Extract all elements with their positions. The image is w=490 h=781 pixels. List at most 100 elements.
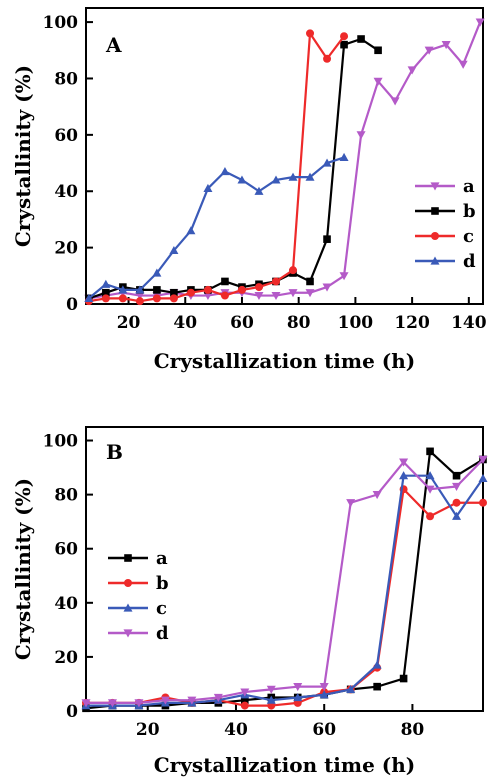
data-point	[452, 511, 462, 520]
series-b	[85, 35, 382, 303]
data-point	[322, 283, 332, 292]
data-point	[452, 498, 461, 507]
x-tick-label: 80	[287, 313, 311, 333]
data-point	[293, 692, 303, 702]
data-point	[203, 285, 212, 294]
legend-entry-a: a	[108, 548, 168, 569]
y-tick-label: 60	[54, 126, 78, 146]
legend-entry-c: c	[108, 598, 167, 619]
x-tick-label: 60	[312, 720, 336, 740]
y-axis-label: Crystallinity (%)	[11, 478, 35, 660]
x-tick-label: 20	[136, 720, 160, 740]
data-point	[101, 294, 110, 303]
legend-label: a	[156, 548, 168, 569]
legend-label: b	[463, 201, 476, 222]
data-point	[254, 283, 263, 292]
data-point	[84, 293, 94, 302]
legend-marker	[430, 182, 440, 191]
legend-marker	[431, 207, 439, 215]
data-point	[323, 235, 331, 243]
series-d	[84, 152, 349, 302]
series-line	[86, 488, 483, 707]
panel-label: B	[106, 440, 123, 464]
data-point	[266, 695, 276, 704]
y-tick-label: 0	[66, 295, 78, 315]
legend-marker	[430, 256, 440, 265]
data-point	[374, 46, 382, 55]
y-tick-label: 80	[54, 486, 78, 506]
data-point	[452, 482, 462, 492]
legend-label: d	[463, 251, 476, 272]
data-point	[373, 77, 383, 86]
series-line	[88, 37, 379, 300]
x-tick-label: 120	[394, 313, 430, 333]
data-point	[305, 172, 315, 181]
data-point	[169, 245, 179, 255]
data-point	[220, 291, 229, 300]
data-point	[339, 272, 349, 281]
y-tick-label: 80	[54, 69, 78, 89]
legend-entry-b: b	[108, 573, 169, 594]
data-point	[323, 54, 332, 63]
data-point	[319, 690, 329, 699]
data-point	[237, 285, 246, 294]
legend-marker	[123, 603, 133, 612]
data-point	[399, 458, 409, 467]
data-point	[81, 699, 91, 708]
data-point	[266, 685, 276, 694]
data-point	[426, 447, 434, 456]
series-line	[85, 450, 484, 710]
data-point	[373, 682, 381, 691]
legend-entry-d: d	[108, 623, 169, 644]
data-point	[399, 674, 408, 683]
data-point	[102, 288, 110, 297]
series-line	[86, 458, 484, 704]
data-point	[186, 288, 195, 297]
data-point	[254, 186, 264, 195]
data-point	[186, 226, 196, 235]
legend-entry-d: d	[415, 251, 476, 272]
legend-marker	[123, 629, 133, 638]
legend-marker	[124, 554, 132, 562]
data-point	[424, 46, 434, 55]
data-point	[118, 285, 128, 294]
legend-marker	[124, 579, 132, 587]
data-point	[372, 660, 382, 669]
x-tick-label: 100	[338, 313, 374, 333]
panel-label: A	[105, 33, 122, 57]
data-point	[118, 294, 127, 303]
data-point	[160, 696, 170, 705]
data-point	[135, 297, 144, 306]
data-point	[478, 455, 488, 464]
x-tick-label: 140	[451, 313, 487, 333]
y-tick-label: 100	[43, 13, 79, 33]
data-point	[305, 289, 315, 298]
data-point	[203, 291, 213, 301]
data-point	[340, 40, 348, 49]
data-point	[458, 60, 468, 69]
data-point	[319, 683, 329, 692]
series-c	[81, 471, 488, 710]
data-point	[152, 268, 162, 277]
data-point	[240, 688, 250, 697]
series-a	[82, 447, 487, 713]
data-point	[288, 289, 298, 298]
data-point	[152, 294, 161, 303]
data-point	[425, 471, 435, 480]
x-tick-label: 40	[224, 720, 248, 740]
chart-panel-b: 20 40 60 80 0 20 40 60 80 100 Crystallization time…	[11, 426, 488, 777]
data-point	[240, 701, 249, 710]
data-point	[135, 285, 145, 294]
y-axis-label: Crystallinity (%)	[11, 65, 35, 247]
y-tick-label: 20	[54, 239, 78, 259]
data-point	[187, 696, 197, 705]
data-point	[407, 66, 417, 75]
legend-marker	[431, 232, 439, 240]
legend-label: d	[156, 623, 169, 644]
data-point	[399, 471, 409, 480]
x-tick-label: 80	[401, 720, 425, 740]
y-tick-label: 40	[54, 182, 78, 202]
y-tick-label: 20	[54, 648, 78, 668]
data-point	[322, 158, 332, 167]
y-tick-label: 40	[54, 594, 78, 614]
